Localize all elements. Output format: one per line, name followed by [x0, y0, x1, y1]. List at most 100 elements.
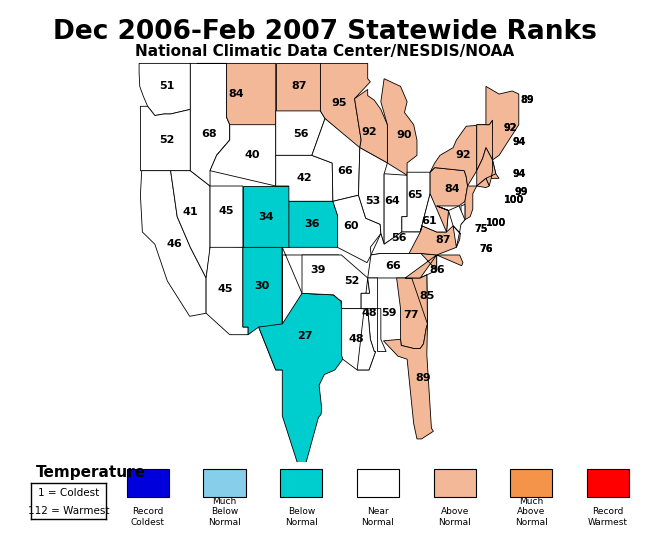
- Text: 56: 56: [293, 129, 309, 139]
- Text: 1 = Coldest: 1 = Coldest: [38, 488, 99, 498]
- Polygon shape: [371, 226, 440, 255]
- Text: 66: 66: [337, 166, 352, 176]
- Text: Near
Normal: Near Normal: [361, 507, 395, 527]
- Text: 52: 52: [160, 135, 175, 145]
- Bar: [357, 469, 399, 497]
- Text: 89: 89: [520, 95, 534, 105]
- Text: Temperature: Temperature: [36, 465, 146, 480]
- Polygon shape: [384, 174, 407, 244]
- Polygon shape: [430, 125, 489, 186]
- Text: 59: 59: [382, 308, 397, 318]
- Text: 76: 76: [479, 244, 493, 254]
- Polygon shape: [312, 119, 360, 201]
- Text: 45: 45: [218, 206, 234, 216]
- Polygon shape: [259, 247, 344, 477]
- Text: 68: 68: [201, 129, 216, 139]
- Text: 100: 100: [504, 195, 525, 205]
- Text: 89: 89: [416, 373, 432, 382]
- Text: 100: 100: [504, 195, 525, 205]
- Text: 94: 94: [512, 137, 526, 146]
- Text: 27: 27: [298, 331, 313, 341]
- Polygon shape: [282, 247, 341, 309]
- Text: 52: 52: [344, 276, 359, 286]
- Text: Above
Normal: Above Normal: [438, 507, 471, 527]
- Text: 112 = Warmest: 112 = Warmest: [28, 506, 109, 516]
- Text: Record
Warmest: Record Warmest: [588, 507, 628, 527]
- Text: 60: 60: [344, 221, 359, 231]
- Text: 84: 84: [229, 89, 244, 99]
- Text: 94: 94: [512, 137, 526, 146]
- Text: 64: 64: [384, 197, 400, 206]
- Text: 100: 100: [486, 218, 506, 228]
- Polygon shape: [358, 278, 376, 370]
- Text: 100: 100: [486, 218, 506, 228]
- Bar: [587, 469, 629, 497]
- Text: 42: 42: [296, 174, 312, 183]
- Polygon shape: [476, 148, 499, 186]
- Polygon shape: [140, 106, 190, 171]
- Polygon shape: [289, 201, 337, 247]
- Text: 99: 99: [514, 187, 528, 197]
- Text: 56: 56: [391, 233, 406, 243]
- Polygon shape: [409, 226, 460, 255]
- Text: 46: 46: [166, 239, 182, 249]
- Polygon shape: [210, 125, 276, 186]
- Polygon shape: [139, 64, 190, 115]
- Text: 51: 51: [160, 81, 175, 91]
- Polygon shape: [197, 64, 276, 155]
- Polygon shape: [333, 195, 381, 263]
- Text: 92: 92: [503, 123, 517, 133]
- Polygon shape: [421, 194, 448, 232]
- Polygon shape: [276, 111, 325, 155]
- Polygon shape: [140, 171, 206, 316]
- Polygon shape: [384, 324, 434, 439]
- Text: 86: 86: [430, 265, 445, 276]
- Text: 53: 53: [365, 197, 381, 206]
- Text: 61: 61: [422, 216, 437, 226]
- Polygon shape: [381, 78, 417, 175]
- Polygon shape: [302, 255, 368, 309]
- Polygon shape: [361, 278, 386, 351]
- Text: 48: 48: [362, 308, 378, 318]
- Text: Much
Above
Normal: Much Above Normal: [515, 497, 548, 527]
- Bar: [280, 469, 322, 497]
- Polygon shape: [190, 64, 229, 186]
- Polygon shape: [476, 125, 486, 171]
- Text: Dec 2006-Feb 2007 Statewide Ranks: Dec 2006-Feb 2007 Statewide Ranks: [53, 19, 597, 45]
- Text: 36: 36: [305, 219, 320, 229]
- Polygon shape: [368, 254, 437, 278]
- Text: 34: 34: [258, 211, 274, 222]
- Text: 92: 92: [503, 123, 517, 133]
- Polygon shape: [341, 309, 376, 370]
- Text: 45: 45: [217, 284, 233, 294]
- Polygon shape: [465, 186, 476, 219]
- Polygon shape: [437, 206, 465, 247]
- Text: Record
Coldest: Record Coldest: [131, 507, 165, 527]
- Polygon shape: [476, 120, 494, 171]
- Text: 75: 75: [474, 224, 488, 234]
- Polygon shape: [276, 155, 333, 201]
- Polygon shape: [461, 205, 465, 224]
- Text: 77: 77: [403, 310, 419, 320]
- Text: 48: 48: [348, 334, 364, 344]
- Polygon shape: [396, 275, 428, 349]
- Polygon shape: [320, 64, 370, 148]
- Text: 87: 87: [436, 234, 451, 245]
- Text: 39: 39: [311, 265, 326, 276]
- Text: 87: 87: [291, 81, 306, 91]
- Text: 75: 75: [474, 224, 488, 234]
- Polygon shape: [210, 186, 243, 250]
- Polygon shape: [486, 87, 519, 160]
- Text: 85: 85: [420, 292, 435, 301]
- Polygon shape: [486, 160, 496, 186]
- Text: 76: 76: [479, 244, 493, 254]
- Bar: [203, 469, 246, 497]
- Bar: [434, 469, 476, 497]
- Polygon shape: [171, 171, 210, 278]
- Polygon shape: [402, 172, 430, 232]
- Text: 40: 40: [245, 151, 261, 160]
- Text: 94: 94: [512, 169, 526, 179]
- Text: 84: 84: [444, 184, 460, 194]
- Polygon shape: [405, 275, 428, 324]
- Text: 41: 41: [183, 207, 198, 217]
